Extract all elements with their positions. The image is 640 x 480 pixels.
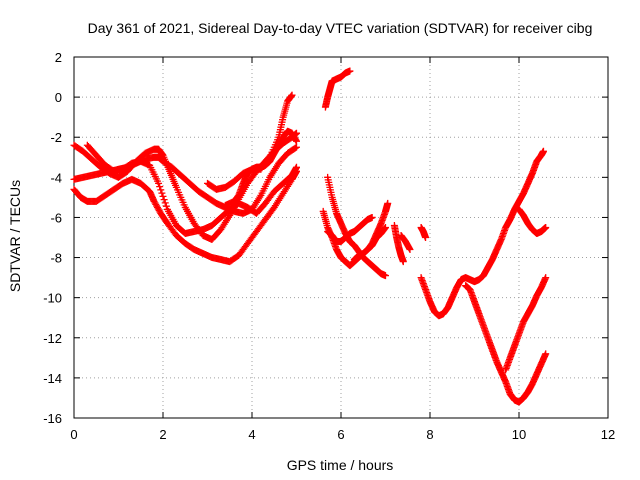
series-arc-d (83, 141, 300, 237)
data-point (155, 206, 163, 214)
x-axis-label: GPS time / hours (287, 457, 394, 473)
data-point (288, 91, 296, 99)
x-tick-label: 10 (512, 427, 526, 442)
data-point (542, 274, 550, 282)
y-tick-label: -6 (50, 210, 62, 225)
data-point (542, 350, 550, 358)
series-arc-o (417, 147, 547, 320)
x-tick-label: 8 (426, 427, 433, 442)
data-point (159, 192, 167, 200)
y-tick-labels: 2 0 -2 -4 -6 -8 -10 -12 -14 -16 (43, 50, 62, 426)
data-point (422, 234, 430, 241)
chart-title: Day 361 of 2021, Sidereal Day-to-day VTE… (88, 20, 593, 36)
data-point (152, 200, 160, 208)
data-point (382, 223, 389, 231)
data-point (399, 258, 407, 266)
axis-ticks (73, 56, 609, 419)
data-point (291, 144, 299, 152)
data-point (153, 202, 161, 210)
y-tick-label: -4 (50, 170, 62, 185)
series-arc-k (350, 199, 392, 264)
data-point (539, 147, 547, 155)
data-point (162, 202, 170, 210)
data-point (384, 199, 392, 207)
series-arc-p (462, 282, 550, 406)
data-point (153, 203, 161, 211)
data-marks (70, 67, 550, 406)
series-arc-g (321, 67, 354, 111)
x-tick-label: 2 (159, 427, 166, 442)
data-point (406, 246, 414, 254)
data-point (154, 205, 162, 213)
data-point (155, 179, 163, 187)
data-point (293, 137, 300, 145)
series-arc-f (221, 127, 300, 209)
data-point (156, 183, 164, 191)
data-point (150, 197, 158, 205)
x-tick-label: 12 (601, 427, 615, 442)
y-tick-label: -10 (43, 291, 62, 306)
data-point (542, 223, 550, 231)
data-point (346, 67, 354, 75)
y-tick-label: -14 (43, 371, 62, 386)
data-point (157, 186, 165, 194)
series-arc-m (397, 231, 414, 254)
data-point (293, 143, 300, 151)
x-tick-label: 4 (248, 427, 255, 442)
series-arc-r (515, 205, 550, 237)
y-tick-label: -2 (50, 130, 62, 145)
data-point (161, 199, 169, 207)
y-axis-label: SDTVAR / TECUs (7, 180, 23, 292)
y-tick-label: -16 (43, 411, 62, 426)
y-tick-label: 0 (55, 90, 62, 105)
x-tick-label: 6 (337, 427, 344, 442)
data-point (368, 213, 376, 221)
y-tick-label: -12 (43, 331, 62, 346)
data-point (293, 163, 300, 171)
series-arc-n (417, 223, 430, 241)
x-tick-labels: 0 2 4 6 8 10 12 (70, 427, 615, 442)
data-point (382, 272, 389, 280)
y-tick-label: -8 (50, 251, 62, 266)
series-arc-a (70, 167, 300, 266)
x-tick-label: 0 (70, 427, 77, 442)
series-arc-j (324, 213, 376, 246)
series-arc-q (502, 274, 550, 374)
data-point (160, 196, 168, 204)
data-point (158, 189, 166, 197)
series-arc-l (390, 221, 407, 266)
y-tick-label: 2 (55, 50, 62, 65)
data-point (151, 199, 159, 207)
grid-lines (74, 57, 608, 418)
